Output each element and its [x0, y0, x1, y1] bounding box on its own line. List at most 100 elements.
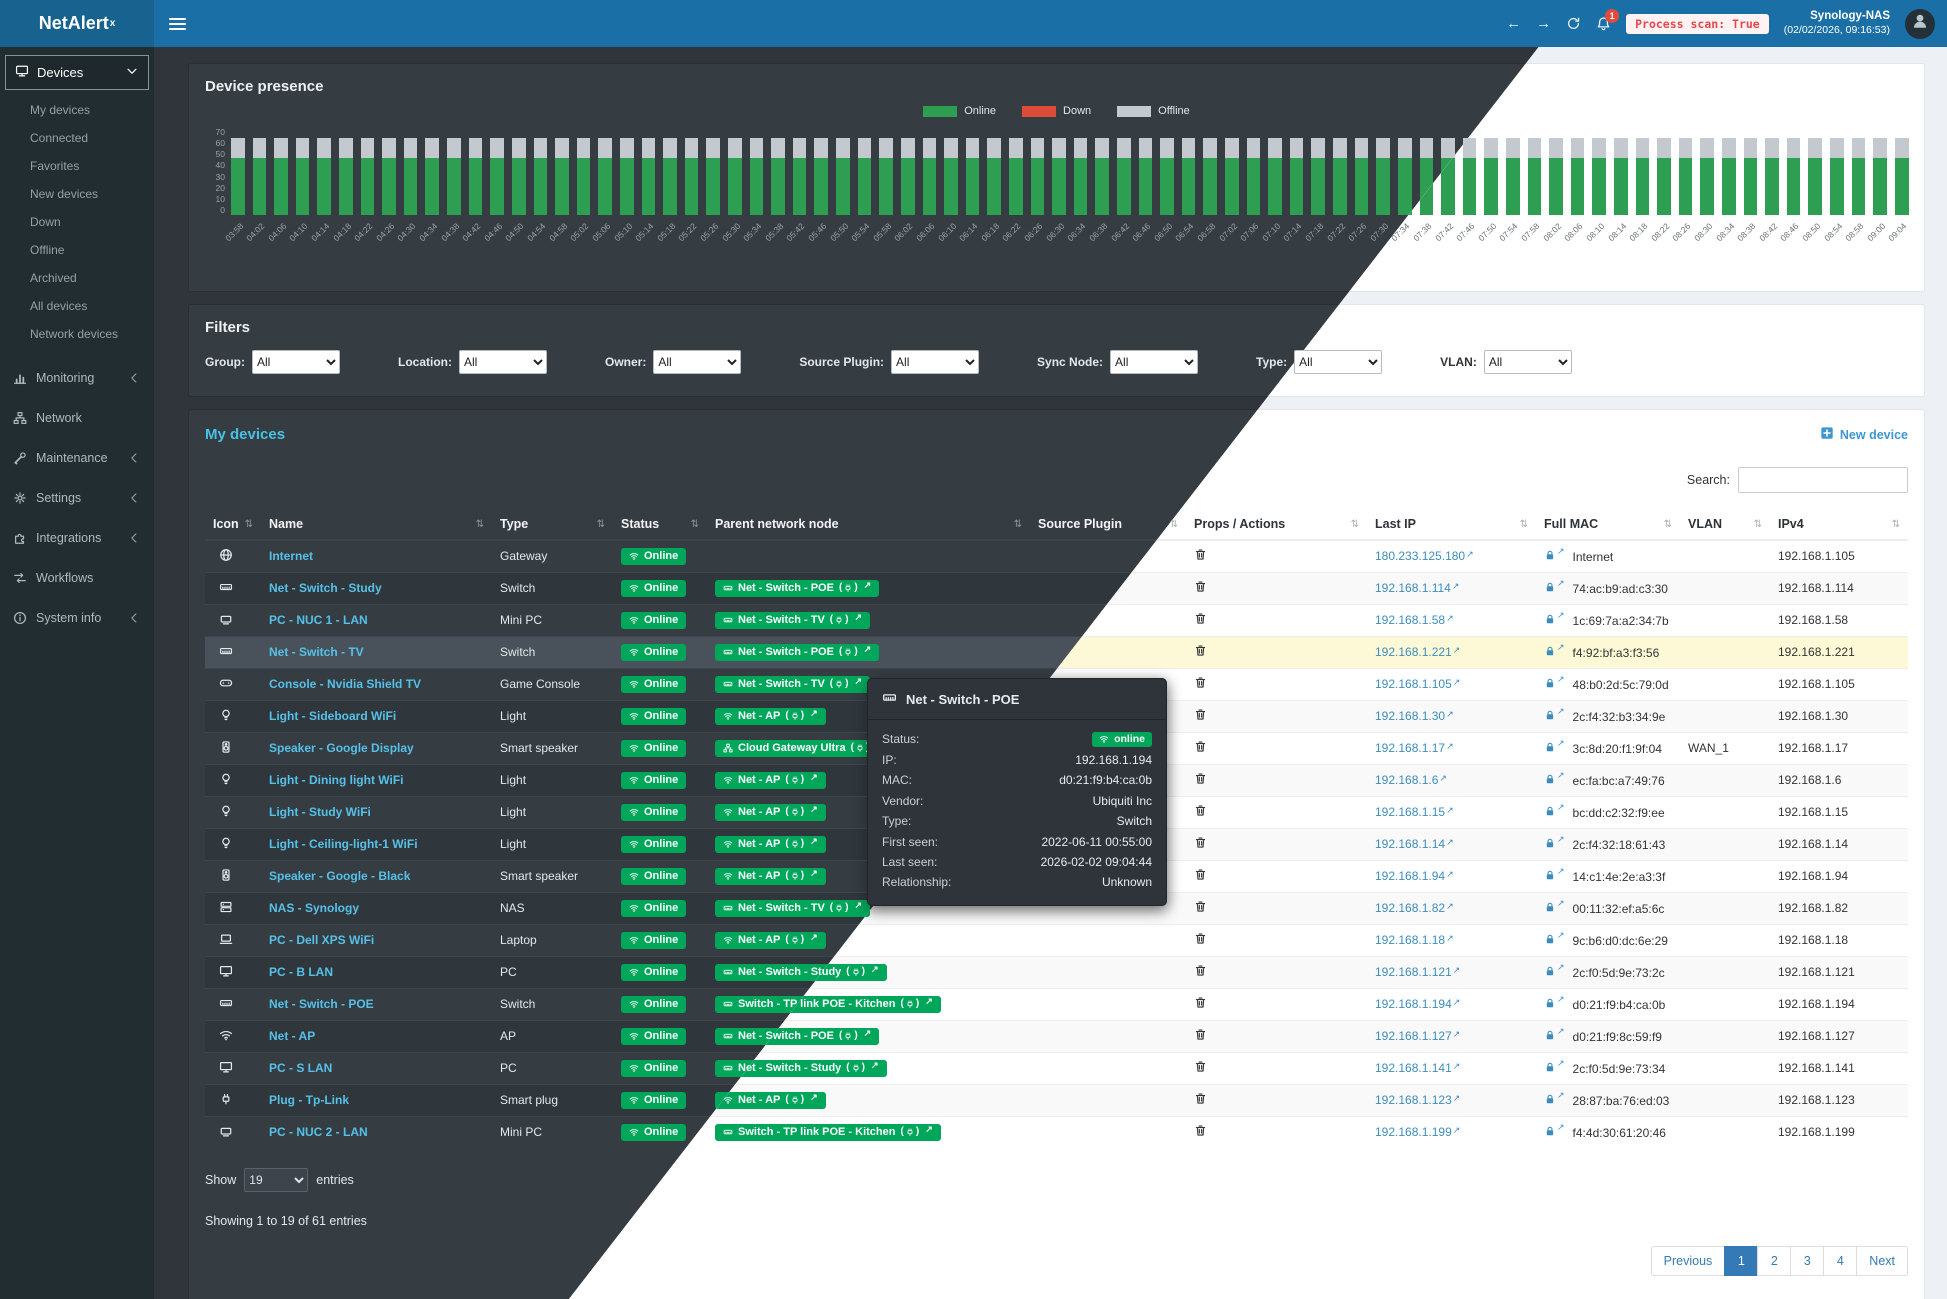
lock-link[interactable]: ↗ — [1544, 674, 1565, 689]
device-name-link[interactable]: PC - NUC 1 - LAN — [269, 613, 368, 627]
device-name-link[interactable]: Light - Sideboard WiFi — [269, 709, 397, 723]
nav-forward-icon[interactable]: → — [1536, 15, 1552, 32]
last-ip-link[interactable]: 192.168.1.30↗ — [1375, 709, 1454, 723]
filter-vlan-select[interactable]: All — [1483, 350, 1572, 374]
parent-node-badge[interactable]: Net - Switch - POE()↗ — [715, 579, 880, 597]
sidebar-item-network[interactable]: Network — [0, 398, 154, 438]
delete-button[interactable] — [1194, 676, 1207, 689]
lock-link[interactable]: ↗ — [1544, 1090, 1565, 1105]
lock-link[interactable]: ↗ — [1544, 770, 1565, 785]
presence-bar[interactable] — [1116, 138, 1131, 215]
presence-bar[interactable] — [1808, 138, 1823, 215]
presence-bar[interactable] — [1505, 138, 1520, 215]
presence-bar[interactable] — [1657, 138, 1671, 215]
presence-bar[interactable] — [1052, 138, 1066, 215]
entries-select[interactable]: 19 — [244, 1168, 309, 1192]
device-name-link[interactable]: Internet — [269, 549, 314, 564]
sidebar-item-down[interactable]: Down — [30, 215, 61, 229]
presence-bar[interactable] — [1268, 138, 1282, 215]
last-ip-link[interactable]: 192.168.1.105↗ — [1375, 677, 1461, 691]
search-input[interactable] — [1738, 467, 1908, 493]
device-name-link[interactable]: Console - Nvidia Shield TV — [269, 677, 422, 691]
sidebar-item-maintenance[interactable]: Maintenance — [0, 438, 154, 478]
delete-button[interactable] — [1194, 740, 1207, 753]
sidebar-item-offline[interactable]: Offline — [30, 243, 65, 257]
presence-bar[interactable] — [1333, 138, 1347, 215]
presence-bar[interactable] — [1786, 138, 1801, 215]
parent-node-badge[interactable]: Net - AP()↗ — [715, 931, 826, 949]
parent-node-badge[interactable]: Net - Switch - POE()↗ — [715, 643, 880, 661]
last-ip-link[interactable]: 192.168.1.141↗ — [1375, 1061, 1461, 1075]
parent-node-badge[interactable]: Net - AP()↗ — [715, 803, 826, 821]
presence-bar[interactable] — [1851, 138, 1866, 215]
sidebar-item-devices[interactable]: Devices — [5, 55, 149, 90]
presence-bar[interactable] — [231, 138, 245, 215]
delete-button[interactable] — [1194, 708, 1207, 721]
pagination-next[interactable]: Next — [1856, 1246, 1908, 1276]
sidebar-item-new-devices[interactable]: New devices — [30, 187, 99, 201]
presence-bar[interactable] — [576, 138, 591, 215]
presence-bar[interactable] — [1570, 138, 1585, 215]
presence-bar[interactable] — [792, 138, 807, 215]
presence-bar[interactable] — [1592, 138, 1606, 215]
parent-node-badge[interactable]: Net - AP()↗ — [715, 1091, 826, 1109]
lock-link[interactable]: ↗ — [1544, 642, 1565, 657]
presence-bar[interactable] — [965, 138, 980, 215]
parent-node-badge[interactable]: Net - AP()↗ — [715, 835, 826, 853]
lock-link[interactable]: ↗ — [1544, 738, 1565, 753]
presence-bar[interactable] — [987, 138, 1001, 215]
presence-bar[interactable] — [879, 138, 893, 215]
presence-bar[interactable] — [1138, 138, 1153, 215]
parent-node-badge[interactable]: Net - Switch - Study()↗ — [715, 1059, 887, 1077]
column-header-vlan[interactable]: VLAN⇅ — [1680, 509, 1770, 541]
device-name-link[interactable]: Net - Switch - TV — [269, 645, 364, 659]
column-header-full-mac[interactable]: Full MAC⇅ — [1536, 509, 1680, 541]
sidebar-item-connected[interactable]: Connected — [30, 131, 89, 145]
presence-bar[interactable] — [1700, 138, 1715, 215]
presence-bar[interactable] — [619, 138, 634, 215]
last-ip-link[interactable]: 192.168.1.114↗ — [1375, 581, 1460, 595]
sidebar-item-system-info[interactable]: System info — [0, 598, 154, 638]
presence-bar[interactable] — [1722, 138, 1736, 215]
last-ip-link[interactable]: 192.168.1.18↗ — [1375, 933, 1454, 947]
filter-type-select[interactable]: All — [1294, 350, 1383, 374]
presence-bar[interactable] — [1354, 138, 1369, 215]
lock-link[interactable]: ↗ — [1544, 578, 1565, 593]
delete-button[interactable] — [1194, 1060, 1207, 1073]
nav-back-icon[interactable]: ← — [1506, 15, 1522, 32]
lock-link[interactable]: ↗ — [1544, 610, 1565, 625]
presence-bar[interactable] — [1894, 138, 1909, 215]
delete-button[interactable] — [1194, 1092, 1207, 1105]
device-name-link[interactable]: PC - NUC 2 - LAN — [269, 1125, 368, 1140]
lock-link[interactable]: ↗ — [1544, 802, 1565, 817]
presence-bar[interactable] — [922, 138, 937, 215]
presence-bar[interactable] — [1246, 138, 1261, 215]
presence-bar[interactable] — [771, 138, 785, 215]
filter-location-select[interactable]: All — [459, 350, 547, 374]
presence-bar[interactable] — [684, 138, 699, 215]
presence-bar[interactable] — [447, 138, 461, 215]
presence-bar[interactable] — [1830, 138, 1844, 215]
column-header-type[interactable]: Type⇅ — [492, 509, 613, 541]
lock-link[interactable]: ↗ — [1544, 706, 1565, 721]
column-header-icon[interactable]: Icon⇅ — [205, 509, 261, 541]
lock-link[interactable]: ↗ — [1544, 866, 1565, 881]
delete-button[interactable] — [1194, 804, 1207, 817]
presence-bar[interactable] — [382, 138, 396, 215]
presence-bar[interactable] — [511, 138, 526, 215]
device-name-link[interactable]: Net - Switch - Study — [269, 581, 382, 595]
device-name-link[interactable]: NAS - Synology — [269, 901, 360, 915]
parent-node-badge[interactable]: Net - Switch - TV()↗ — [715, 611, 871, 629]
user-avatar[interactable] — [1905, 8, 1935, 39]
last-ip-link[interactable]: 192.168.1.199↗ — [1375, 1125, 1461, 1140]
device-name-link[interactable]: PC - Dell XPS WiFi — [269, 933, 375, 947]
sidebar-item-network-devices[interactable]: Network devices — [30, 327, 119, 341]
delete-button[interactable] — [1194, 964, 1207, 977]
sidebar-item-archived[interactable]: Archived — [30, 271, 77, 285]
presence-bar[interactable] — [1225, 138, 1239, 215]
pagination-previous[interactable]: Previous — [1650, 1246, 1726, 1276]
device-name-link[interactable]: PC - B LAN — [269, 965, 333, 979]
delete-button[interactable] — [1194, 612, 1207, 625]
lock-link[interactable]: ↗ — [1544, 962, 1565, 977]
device-name-link[interactable]: Net - AP — [269, 1029, 316, 1043]
